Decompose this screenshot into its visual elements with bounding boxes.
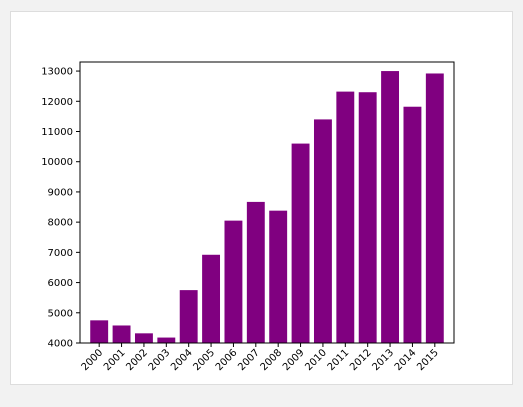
bar-2000 [90,320,109,343]
y-tick-label: 10000 [41,157,73,168]
y-tick-label: 5000 [48,308,73,319]
plot-area-border [79,61,455,344]
bar-2002 [134,333,153,343]
x-tick-label: 2002 [124,347,150,373]
bar-2013 [381,71,400,343]
x-tick-label: 2003 [147,347,173,373]
bar-2003 [157,337,176,343]
x-tick-label: 2015 [415,347,441,373]
bar-2010 [313,119,332,343]
y-axis: 4000 5000 6000 7000 8000 9000 10000 11000 12000 1… [41,67,80,350]
bar-2009 [291,143,310,343]
x-tick-label: 2005 [191,347,217,373]
bar-2004 [179,290,198,343]
y-tick-label: 8000 [48,218,73,229]
x-tick-label: 2008 [259,347,285,373]
x-tick-label: 2011 [326,347,352,373]
x-tick-label: 2001 [102,347,128,373]
bar-2006 [224,220,243,343]
x-tick-label: 2014 [393,347,419,373]
y-tick-label: 6000 [48,278,73,289]
x-tick-label: 2009 [281,347,307,373]
x-tick-label: 2006 [214,347,240,373]
bar-2014 [403,106,422,343]
x-axis: 2000200120022003200420052006200720082009… [80,343,441,373]
y-tick-label: 9000 [48,187,73,198]
bar-2008 [269,210,288,343]
bar-2012 [358,92,377,343]
bar-2001 [112,325,131,343]
y-tick-label: 12000 [41,97,73,108]
bar-2015 [425,73,444,343]
x-tick-label: 2004 [169,347,195,373]
x-tick-label: 2010 [303,347,329,373]
y-tick-label: 13000 [41,67,73,78]
x-tick-label: 2012 [348,347,374,373]
y-tick-label: 7000 [48,248,73,259]
x-tick-label: 2007 [236,347,262,373]
x-tick-label: 2013 [370,347,396,373]
bars-group [90,71,444,343]
bar-2007 [246,201,265,343]
bar-2005 [202,254,221,343]
bar-2011 [336,91,355,343]
y-tick-label: 4000 [48,339,73,350]
y-tick-label: 11000 [41,127,73,138]
x-tick-label: 2000 [80,347,106,373]
